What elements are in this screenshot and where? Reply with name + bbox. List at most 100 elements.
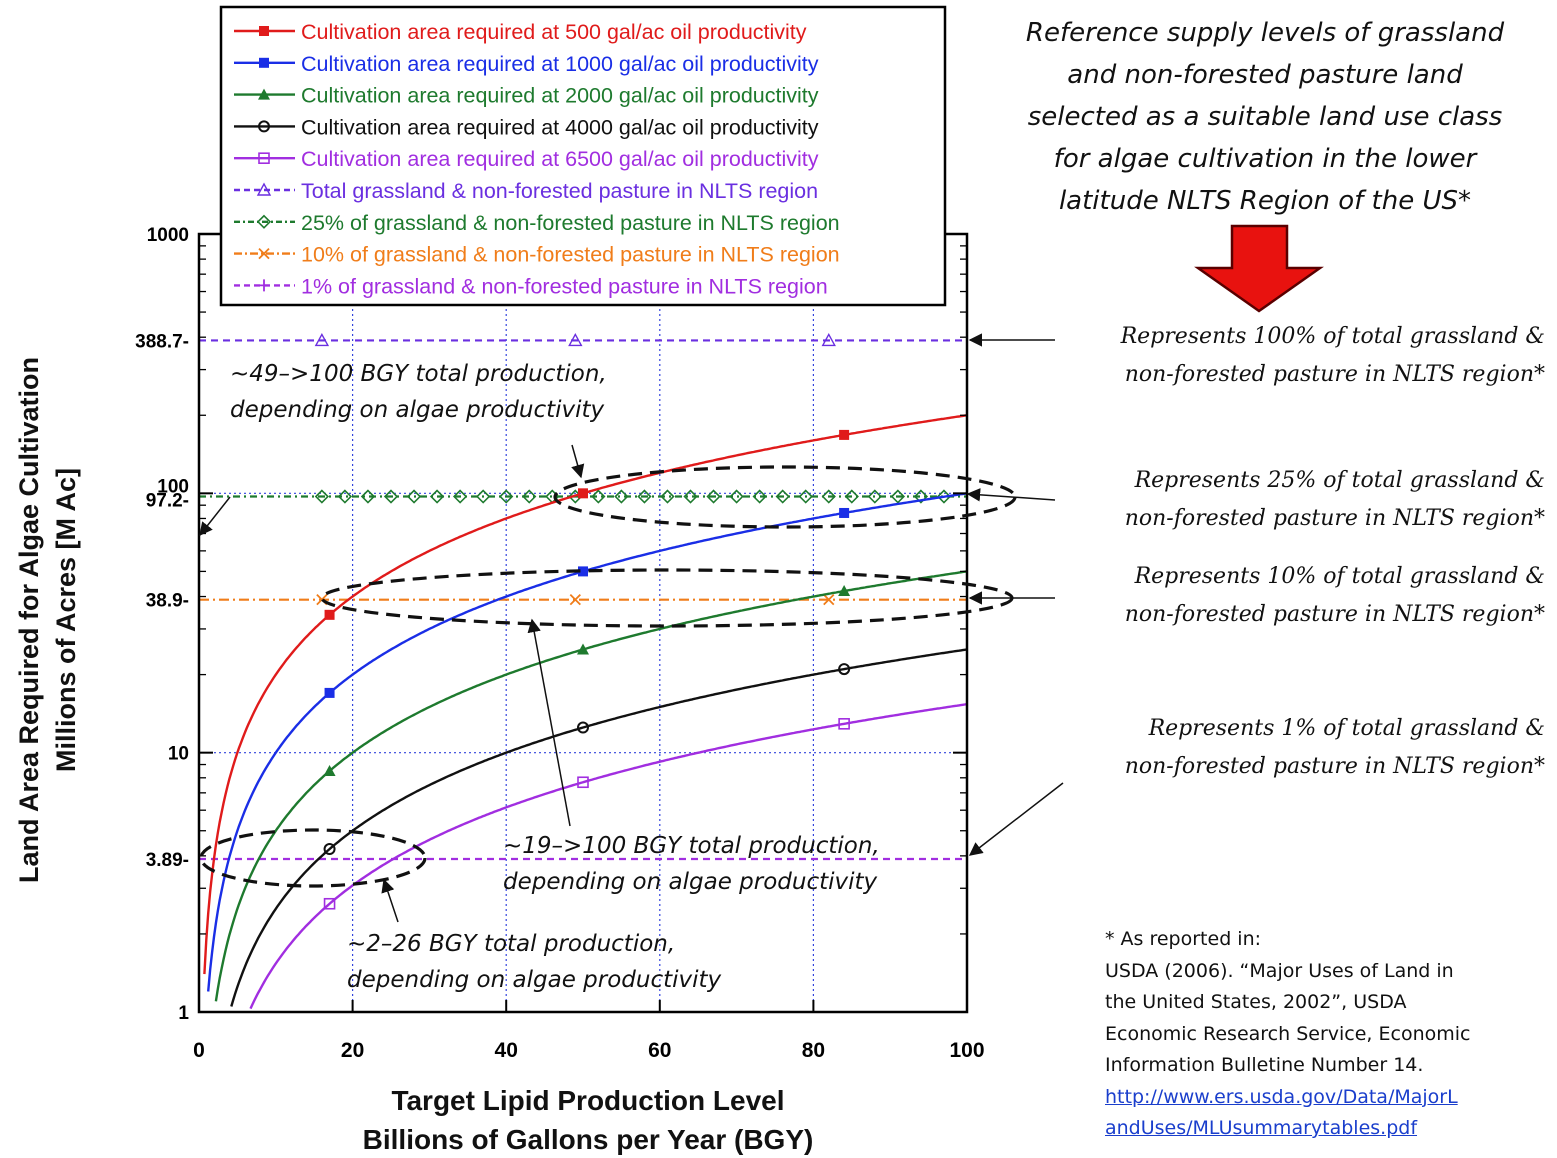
- x-tick-label: 0: [193, 1039, 205, 1062]
- series-marker: [867, 489, 882, 504]
- annotation-line: depending on algae productivity: [503, 869, 878, 895]
- annotation-line: ~19–>100 BGY total production,: [503, 833, 880, 859]
- y-tick-label: 1000: [147, 225, 189, 246]
- highlight-ellipse: [199, 828, 427, 888]
- series-marker: [838, 585, 851, 597]
- series-marker: [324, 687, 335, 698]
- note-10pct: Represents 10% of total grassland & non-…: [1040, 558, 1545, 634]
- series-marker: [578, 566, 588, 577]
- reference-title: Reference supply levels of grassland and…: [1000, 12, 1530, 222]
- footnote-line: Information Bulletine Number 14.: [1105, 1054, 1424, 1076]
- series-marker: [452, 489, 468, 504]
- legend-label: 1% of grassland & non-forested pasture i…: [301, 274, 828, 298]
- series-marker: [499, 489, 514, 504]
- series-line: [249, 703, 967, 1010]
- series-marker: [637, 489, 652, 504]
- legend-label: 10% of grassland & non-forested pasture …: [301, 243, 840, 267]
- legend-label: Total grassland & non-forested pasture i…: [301, 179, 818, 203]
- axis-ticks: 0 20 40 60 80 10013.89-1038.9-97.2-100388.7-1…: [135, 225, 984, 1062]
- series-marker: [406, 489, 422, 504]
- series-marker: [706, 489, 721, 504]
- x-tick-label: 60: [648, 1039, 671, 1062]
- y-tick-label: 38.9-: [146, 591, 189, 612]
- series-line: [230, 648, 967, 1007]
- note-line: non-forested pasture in NLTS region*: [1124, 602, 1545, 627]
- series-marker: [568, 332, 583, 347]
- y-axis-label: Land Area Required for Algae Cultivation: [14, 357, 44, 883]
- footnote: * As reported in: USDA (2006). “Major Us…: [1105, 924, 1545, 1145]
- annotation-arrows: [199, 333, 1064, 923]
- annotation-49-100: ~49–>100 BGY total production, depending…: [230, 356, 607, 428]
- series-marker: [256, 182, 272, 196]
- note-line: non-forested pasture in NLTS region*: [1124, 754, 1545, 779]
- series-marker: [314, 489, 330, 504]
- note-line: non-forested pasture in NLTS region*: [1124, 506, 1545, 531]
- x-tick-label: 100: [949, 1039, 984, 1062]
- series-marker: [360, 489, 376, 504]
- series-marker: [683, 489, 698, 504]
- series-marker: [256, 214, 272, 229]
- reference-lines: [199, 332, 967, 861]
- series-marker: [314, 332, 330, 347]
- note-line: Represents 10% of total grassland &: [1134, 564, 1545, 589]
- legend-label: Cultivation area required at 2000 gal/ac…: [301, 84, 819, 108]
- series-marker: [577, 721, 589, 734]
- source-link-line[interactable]: andUses/MLUsummarytables.pdf: [1105, 1117, 1418, 1139]
- series-marker: [890, 489, 906, 504]
- series-marker: [258, 152, 270, 164]
- series-marker: [752, 489, 767, 504]
- annotation-line: depending on algae productivity: [230, 397, 605, 423]
- series-marker: [838, 663, 851, 676]
- annotation-line: ~2–26 BGY total production,: [347, 931, 676, 957]
- annotation-line: ~49–>100 BGY total production,: [230, 361, 607, 387]
- series-marker: [798, 489, 813, 504]
- annotation-2-26: ~2–26 BGY total production, depending on…: [347, 926, 721, 998]
- footnote-line: Economic Research Service, Economic: [1105, 1022, 1471, 1045]
- reference-title-line: Reference supply levels of grassland: [1025, 18, 1505, 48]
- annotation-line: depending on algae productivity: [347, 967, 722, 993]
- series-marker: [775, 489, 790, 504]
- source-link-line[interactable]: http://www.ers.usda.gov/Data/MajorL: [1105, 1085, 1458, 1108]
- series-marker: [823, 594, 835, 606]
- note-line: Represents 25% of total grassland &: [1134, 468, 1545, 493]
- series-marker: [522, 489, 537, 504]
- series-marker: [578, 488, 588, 499]
- series-marker: [258, 279, 270, 292]
- annotation-arrow: [571, 444, 585, 479]
- legend-label: Cultivation area required at 500 gal/ac …: [301, 20, 807, 44]
- series-marker: [337, 489, 353, 504]
- footnote-line: the United States, 2002”, USDA: [1105, 991, 1407, 1013]
- y-tick-label: 1: [178, 1003, 189, 1024]
- series-marker: [729, 489, 744, 504]
- productivity-curves: [203, 414, 967, 1010]
- source-link[interactable]: http://www.ers.usda.gov/Data/MajorL andU…: [1105, 1082, 1545, 1145]
- series-marker: [259, 57, 269, 68]
- highlight-ellipses: [199, 465, 1017, 888]
- note-25pct: Represents 25% of total grassland & non-…: [1040, 462, 1545, 538]
- series-marker: [259, 26, 269, 36]
- note-1pct: Represents 1% of total grassland & non-f…: [1040, 710, 1545, 786]
- series-marker: [258, 247, 270, 260]
- reference-title-line: and non-forested pasture land: [1067, 60, 1463, 90]
- grid-lines: [199, 234, 967, 1012]
- series-marker: [577, 776, 589, 789]
- note-line: Represents 1% of total grassland &: [1148, 716, 1545, 741]
- note-line: Represents 100% of total grassland &: [1120, 324, 1545, 349]
- y-tick-label: 97.2-: [146, 491, 189, 512]
- legend-label: Cultivation area required at 1000 gal/ac…: [301, 52, 819, 76]
- series-marker: [591, 489, 606, 504]
- x-axis-label: Target Lipid Production Level: [391, 1085, 784, 1116]
- annotation-arrow: [527, 618, 571, 827]
- x-tick-label: 20: [341, 1039, 364, 1062]
- x-tick-label: 40: [495, 1039, 518, 1062]
- note-100pct: Represents 100% of total grassland & non…: [1040, 318, 1545, 394]
- series-marker: [614, 489, 629, 504]
- footnote-line: * As reported in:: [1105, 928, 1262, 950]
- y-tick-label: 10: [168, 744, 189, 765]
- legend-label: Cultivation area required at 4000 gal/ac…: [301, 115, 819, 139]
- annotation-arrow: [199, 496, 231, 537]
- annotation-arrow: [968, 782, 1064, 856]
- series-marker: [429, 489, 445, 504]
- series-marker: [821, 489, 836, 504]
